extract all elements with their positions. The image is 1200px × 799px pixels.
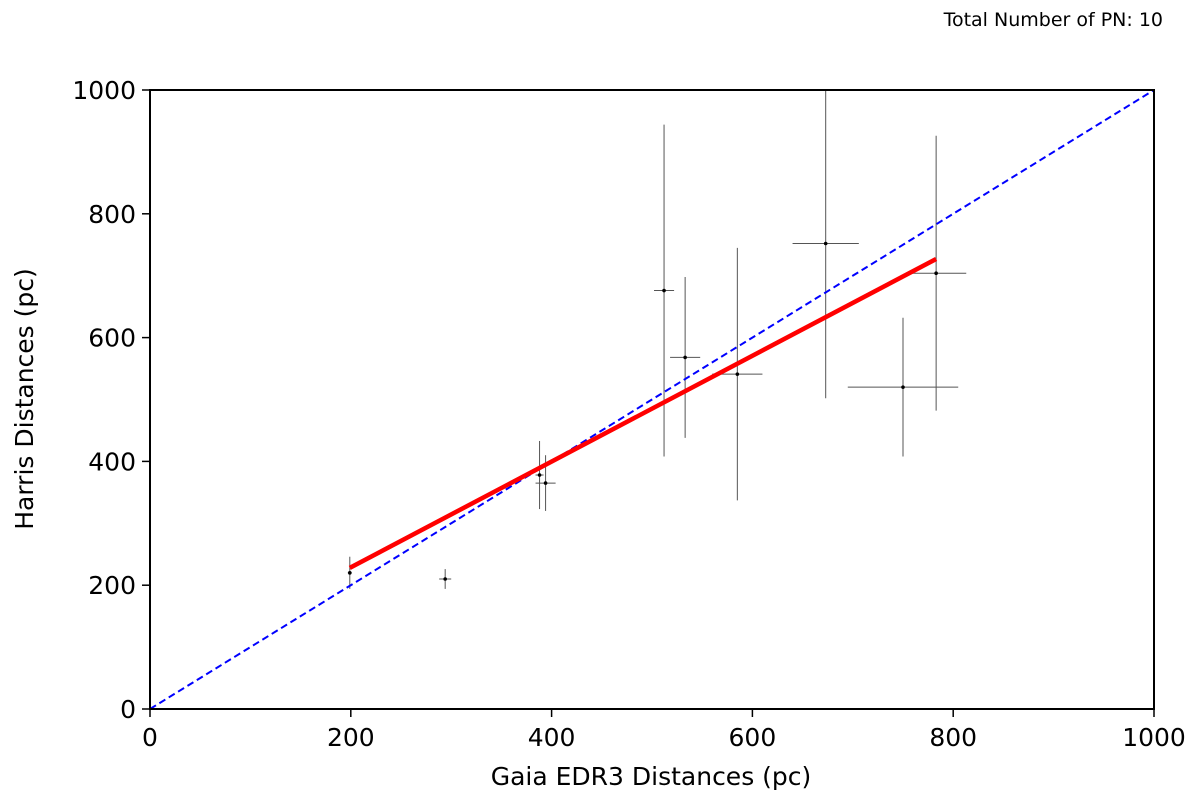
data-point bbox=[823, 241, 828, 246]
point-layer bbox=[347, 241, 938, 581]
data-point bbox=[901, 385, 905, 389]
y-axis-label: Harris Distances (pc) bbox=[10, 268, 39, 530]
x-tick-label: 600 bbox=[729, 723, 777, 752]
x-tick-label: 1000 bbox=[1122, 723, 1186, 752]
data-point bbox=[683, 355, 687, 360]
y-tick-label: 600 bbox=[88, 324, 136, 353]
data-point bbox=[443, 577, 447, 581]
data-point bbox=[662, 288, 666, 293]
data-point bbox=[934, 271, 938, 276]
y-tick-label: 1000 bbox=[72, 76, 136, 105]
y-tick-label: 0 bbox=[120, 695, 136, 724]
reference-line bbox=[149, 89, 1155, 710]
data-point bbox=[537, 473, 542, 477]
y-tick-label: 400 bbox=[88, 447, 136, 476]
data-point bbox=[347, 571, 352, 575]
y-axis-ticks: 0 200 400 600 800 1000 bbox=[72, 76, 150, 724]
x-tick-label: 400 bbox=[528, 723, 576, 752]
total-count-annotation: Total Number of PN: 10 bbox=[943, 9, 1163, 31]
x-tick-label: 0 bbox=[142, 723, 158, 752]
data-point bbox=[543, 481, 548, 485]
x-tick-label: 800 bbox=[929, 723, 977, 752]
y-tick-label: 200 bbox=[88, 571, 136, 600]
data-point bbox=[735, 372, 740, 376]
x-tick-label: 200 bbox=[327, 723, 375, 752]
x-axis-ticks: 0 200 400 600 800 1000 bbox=[142, 709, 1186, 752]
y-tick-label: 800 bbox=[88, 200, 136, 229]
x-axis-label: Gaia EDR3 Distances (pc) bbox=[491, 762, 812, 791]
fit-line bbox=[348, 256, 938, 570]
plot-area-frame bbox=[149, 89, 1155, 710]
errorbar-layer bbox=[347, 90, 967, 589]
